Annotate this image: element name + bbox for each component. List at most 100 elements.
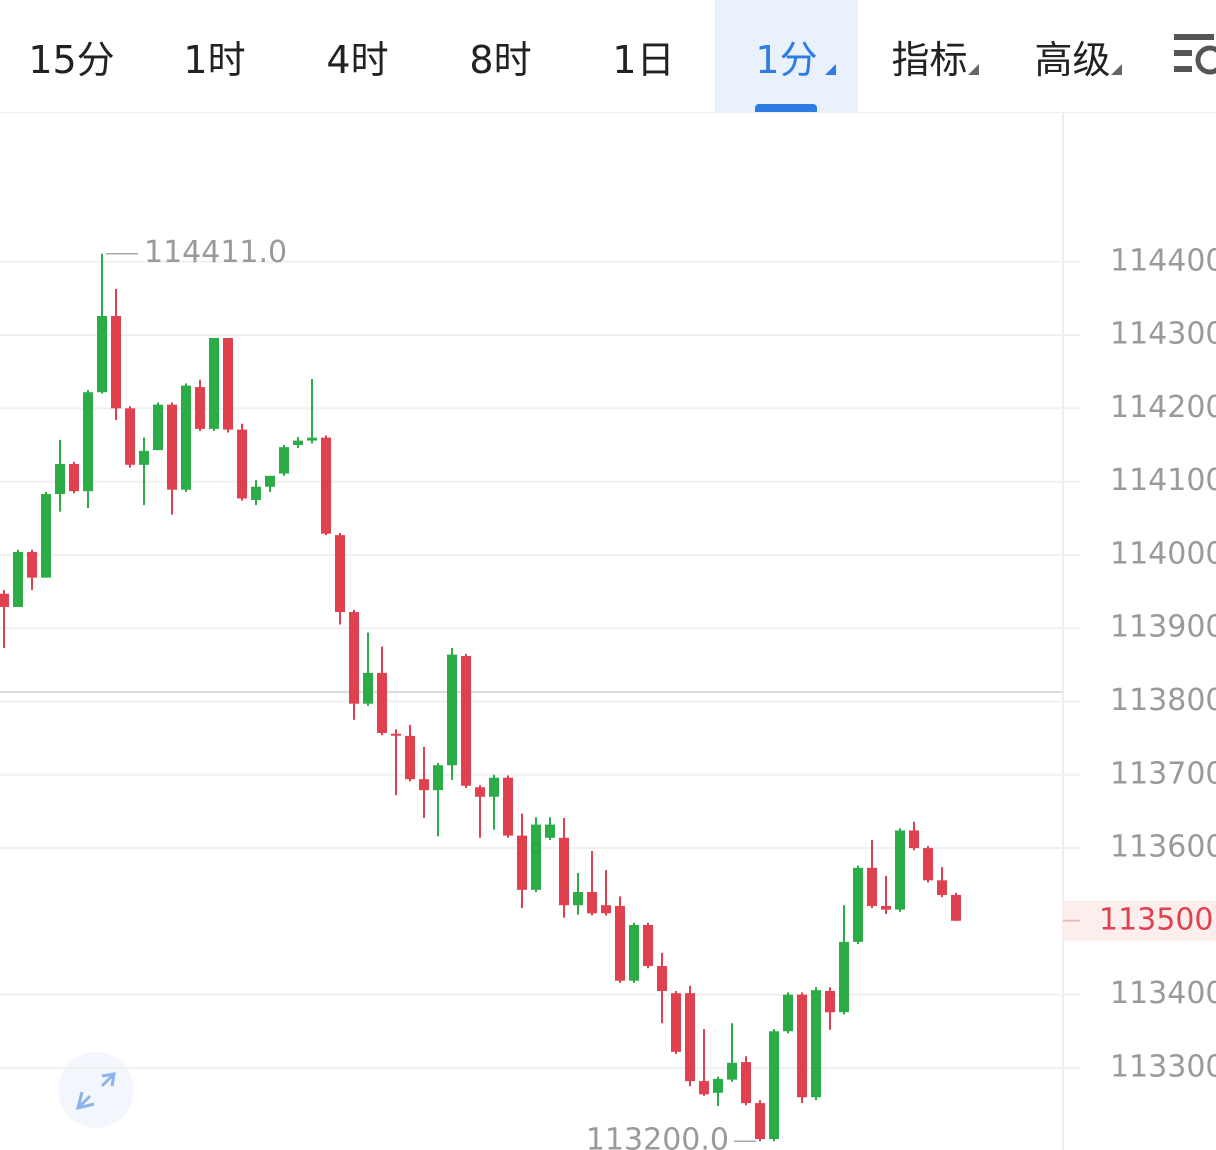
y-tick-label: 114400 — [1110, 243, 1216, 278]
candle-body — [503, 777, 513, 836]
candle-body — [251, 486, 261, 500]
candle-body — [363, 672, 373, 704]
candle-body — [377, 672, 387, 734]
candle-body — [405, 735, 415, 780]
candle-body — [643, 925, 653, 967]
candle-body — [769, 1031, 779, 1140]
tab-label: 指标 — [891, 37, 968, 82]
candle-body — [195, 387, 205, 429]
candle-body — [475, 787, 485, 797]
candle-body — [657, 966, 667, 991]
y-tick-label: 114300 — [1110, 317, 1216, 352]
tab-label: 15分 — [28, 37, 115, 82]
candle-body — [909, 830, 919, 849]
tab[interactable]: 1时 — [143, 0, 286, 112]
candle-body — [153, 404, 163, 451]
candle-body — [111, 316, 121, 409]
icon-part — [1174, 50, 1192, 56]
max-label: 114411.0 — [144, 235, 287, 270]
y-tick-label: 114100 — [1110, 463, 1216, 498]
y-tick-label: 113900 — [1110, 610, 1216, 645]
tab-label: 高级 — [1034, 37, 1111, 82]
candle-body — [433, 765, 443, 791]
candle-body — [349, 612, 359, 704]
candle-body — [447, 654, 457, 766]
candle-body — [139, 450, 149, 465]
icon-part — [1174, 34, 1214, 40]
tab-label: 1分 — [755, 37, 818, 82]
candle-body — [741, 1062, 751, 1104]
candle-body — [559, 837, 569, 906]
candle-body — [825, 990, 835, 1013]
tab-label: 1时 — [183, 37, 246, 82]
y-tick-label: 113600 — [1110, 830, 1216, 865]
candle-body — [671, 993, 681, 1052]
y-tick-label: 113800 — [1110, 683, 1216, 718]
candle-body — [83, 392, 93, 492]
price-tag-bg — [1063, 900, 1216, 941]
candle-body — [517, 835, 527, 890]
dropdown-arrow — [1111, 64, 1122, 75]
candle-body — [923, 848, 933, 881]
y-tick-label: 114000 — [1110, 536, 1216, 571]
candle-body — [867, 867, 877, 906]
tab[interactable]: 高级 — [1001, 0, 1144, 112]
expand-bg — [58, 1052, 134, 1128]
y-tick-label: 113400 — [1110, 976, 1216, 1011]
candle-body — [0, 593, 9, 607]
settings-icon[interactable] — [1170, 30, 1216, 80]
candle-body — [279, 447, 289, 474]
candle-body — [713, 1078, 723, 1093]
expand-icon — [75, 1072, 116, 1111]
min-label: 113200.0 — [586, 1123, 729, 1150]
candle-body — [853, 867, 863, 942]
candle-body — [335, 535, 345, 613]
candle-body — [783, 994, 793, 1032]
candle-body — [587, 892, 597, 914]
candle-body — [573, 892, 583, 906]
y-tick-label: 113700 — [1110, 756, 1216, 791]
candle-body — [237, 429, 247, 499]
tab-label: 8时 — [469, 37, 532, 82]
candle-body — [293, 440, 303, 445]
tab-active[interactable]: 1分 — [715, 0, 858, 112]
dropdown-arrow — [968, 64, 979, 75]
candle-body — [895, 830, 905, 910]
candle-body — [181, 385, 191, 490]
candle-body — [881, 905, 891, 910]
icon-part — [1195, 45, 1216, 75]
candle-body — [461, 656, 471, 786]
candle-body — [167, 404, 177, 490]
tab[interactable]: 15分 — [0, 0, 143, 112]
candle-body — [41, 494, 51, 578]
candle-body — [27, 551, 37, 578]
candle-body — [601, 905, 611, 914]
current-price-label: 113500.8 — [1099, 902, 1216, 937]
candle-body — [531, 824, 541, 890]
candle-body — [811, 990, 821, 1098]
candle-body — [685, 993, 695, 1082]
candle-body — [937, 880, 947, 895]
tab-label: 4时 — [326, 37, 389, 82]
icon-part — [1174, 66, 1192, 72]
candle-body — [321, 437, 331, 534]
expand-button[interactable] — [58, 1052, 134, 1128]
candle-body — [489, 777, 499, 797]
tab[interactable]: 8时 — [429, 0, 572, 112]
tab[interactable]: 4时 — [286, 0, 429, 112]
tab[interactable]: 指标 — [858, 0, 1001, 112]
candle-body — [545, 824, 555, 838]
dropdown-arrow — [825, 64, 836, 75]
candle-body — [727, 1062, 737, 1080]
tab[interactable]: 1日 — [572, 0, 715, 112]
candle-body — [125, 408, 135, 465]
tab-label: 1日 — [612, 37, 675, 82]
candle-body — [419, 779, 429, 791]
candle-body — [307, 437, 317, 441]
candle-body — [97, 316, 107, 393]
y-tick-label: 114200 — [1110, 390, 1216, 425]
y-tick-label: 113300 — [1110, 1049, 1216, 1084]
candle-body — [797, 994, 807, 1098]
